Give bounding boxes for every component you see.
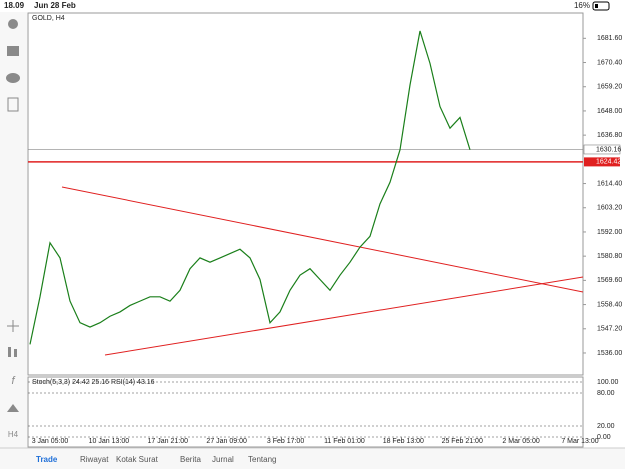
indicator-tick-label: 20.00 [597,423,615,430]
x-tick-label: 3 Feb 17:00 [267,438,304,445]
objects-icon[interactable] [7,404,19,412]
battery-icon [592,1,610,11]
tab[interactable]: Riwayat [80,455,109,464]
y-tick-label: 1592.00 [597,229,622,236]
x-tick-label: 7 Mar 13:00 [561,438,598,445]
account-icon[interactable] [8,19,18,29]
toolbar [0,12,27,448]
indicator-panel [27,376,584,448]
x-tick-label: 3 Jan 05:00 [32,438,69,445]
crosshair-icon[interactable] [7,320,19,332]
y-tick-label: 1569.60 [597,277,622,284]
tab[interactable]: Jurnal [212,455,234,464]
indicator-tick-label: 0.00 [597,434,611,441]
indicator-label: Stoch(5,3,3) 24.42 25.16 RSI(14) 43.16 [32,379,155,386]
y-tick-label: 1614.40 [597,180,622,187]
y-tick-label: 1681.60 [597,35,622,42]
x-tick-label: 10 Jan 13:00 [89,438,130,445]
tab-bar [0,448,625,469]
chat-icon[interactable] [6,73,20,83]
indicator-icon[interactable]: f [11,375,15,387]
symbol-label: GOLD, H4 [32,15,65,22]
new-order-icon[interactable] [7,97,19,112]
chart-type-icon-2 [14,349,17,357]
trendline [104,276,584,356]
x-tick-label: 25 Feb 21:00 [442,438,483,445]
x-tick-label: 17 Jan 21:00 [148,438,189,445]
level-box [584,157,620,167]
y-tick-label: 1670.40 [597,59,622,66]
x-tick-label: 18 Feb 13:00 [383,438,424,445]
y-tick-label: 1659.20 [597,84,622,91]
status-date: Jun 28 Feb [34,1,76,10]
y-tick-label: 1636.80 [597,132,622,139]
tab[interactable]: Berita [180,455,201,464]
x-tick-label: 11 Feb 01:00 [324,438,365,445]
price-panel [27,12,584,376]
battery-level [595,4,598,8]
x-tick-label: 2 Mar 05:00 [502,438,539,445]
trendline [61,186,584,293]
y-tick-label: 1547.20 [597,326,622,333]
timeframe-button[interactable]: H4 [8,430,19,439]
y-tick-label: 1603.20 [597,205,622,212]
y-tick-label: 1558.40 [597,301,622,308]
current-price-box [583,144,621,155]
tab[interactable]: Kotak Surat [116,455,159,464]
y-tick-label: 1536.00 [597,350,622,357]
y-tick-label: 1580.80 [597,253,622,260]
trade-icon[interactable] [7,46,19,56]
x-tick-label: 27 Jan 09:00 [206,438,247,445]
status-battery: 16% [574,1,590,10]
indicator-tick-label: 100.00 [597,379,619,386]
current-price-label: 1630.16 [596,146,621,153]
status-time: 18.09 [4,1,25,10]
tab[interactable]: Trade [36,455,58,464]
price-line [29,30,471,345]
indicator-tick-label: 80.00 [597,390,615,397]
tab[interactable]: Tentang [248,455,276,464]
y-tick-label: 1648.00 [597,108,622,115]
chart-type-icon[interactable] [8,347,11,357]
level-label: 1624.42 [596,159,621,166]
